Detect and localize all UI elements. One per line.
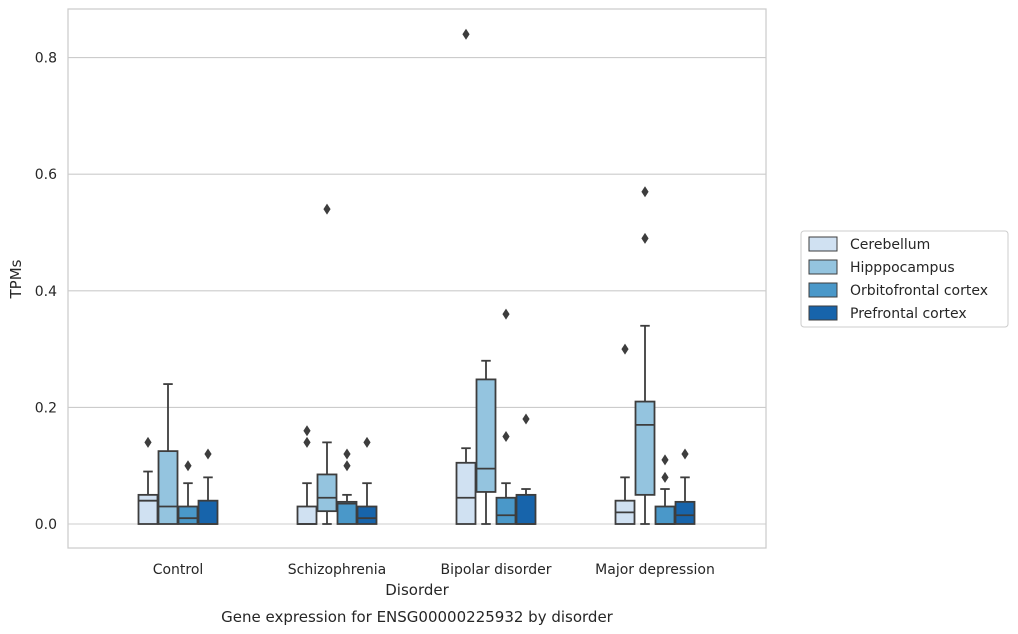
x-tick-label: Schizophrenia xyxy=(288,562,386,578)
y-tick-label: 0.4 xyxy=(35,284,57,300)
outlier-point xyxy=(661,471,669,483)
legend-swatch xyxy=(808,236,838,252)
outlier-point xyxy=(502,431,510,443)
legend-swatch xyxy=(808,259,838,275)
x-tick-label: Bipolar disorder xyxy=(440,562,551,578)
box-hipppocampus xyxy=(157,383,179,525)
box-iqr xyxy=(157,450,179,525)
box-iqr xyxy=(177,505,199,525)
box-orbitofrontal-cortex xyxy=(177,460,199,525)
x-tick-label: Major depression xyxy=(595,562,715,578)
y-tick-label: 0.8 xyxy=(35,51,57,67)
box-orbitofrontal-cortex xyxy=(495,308,517,525)
box-iqr xyxy=(356,505,378,525)
chart-caption: Gene expression for ENSG00000225932 by d… xyxy=(221,608,614,626)
box-iqr xyxy=(475,378,497,493)
box-prefrontal-cortex xyxy=(356,436,378,525)
outlier-point xyxy=(462,28,470,40)
box-iqr xyxy=(137,493,159,525)
box-cerebellum xyxy=(137,436,159,525)
box-orbitofrontal-cortex xyxy=(654,454,676,525)
outlier-point xyxy=(303,436,311,448)
outlier-point xyxy=(502,308,510,320)
outlier-point xyxy=(144,436,152,448)
box-iqr xyxy=(336,500,358,525)
legend-frame xyxy=(800,230,1009,328)
outlier-point xyxy=(363,436,371,448)
box-hipppocampus xyxy=(634,186,656,525)
box-hipppocampus xyxy=(316,203,338,525)
box-iqr xyxy=(634,400,656,496)
box-iqr xyxy=(654,505,676,525)
y-axis-title: TPMs xyxy=(7,259,25,299)
box-cerebellum xyxy=(455,28,477,525)
box-orbitofrontal-cortex xyxy=(336,448,358,525)
y-tick-label: 0.0 xyxy=(35,517,57,533)
outlier-point xyxy=(204,448,212,460)
box-prefrontal-cortex xyxy=(197,448,219,525)
y-tick-labels: 0.0 0.2 0.4 0.6 0.8 xyxy=(35,51,57,533)
y-tick-label: 0.2 xyxy=(35,400,57,416)
boxes xyxy=(137,28,696,525)
box-iqr xyxy=(674,500,696,525)
x-axis-title: Disorder xyxy=(385,581,449,599)
box-cerebellum xyxy=(614,343,636,525)
outlier-point xyxy=(343,448,351,460)
outlier-point xyxy=(323,203,331,215)
outlier-point xyxy=(522,413,530,425)
box-prefrontal-cortex xyxy=(515,413,537,525)
y-tick-label: 0.6 xyxy=(35,167,57,183)
outlier-point xyxy=(184,460,192,472)
legend-label: Cerebellum xyxy=(850,237,930,253)
outlier-point xyxy=(303,425,311,437)
legend-swatch xyxy=(808,282,838,298)
box-iqr xyxy=(515,493,537,525)
outlier-point xyxy=(641,186,649,198)
legend-label: Hipppocampus xyxy=(850,260,955,276)
box-iqr xyxy=(455,461,477,525)
legend: Cerebellum Hipppocampus Orbitofrontal cort… xyxy=(800,230,1009,328)
box-hipppocampus xyxy=(475,359,497,525)
outlier-point xyxy=(621,343,629,355)
box-cerebellum xyxy=(296,425,318,525)
plot-frame xyxy=(67,8,767,549)
outlier-point xyxy=(343,460,351,472)
box-iqr xyxy=(316,473,338,513)
outlier-point xyxy=(681,448,689,460)
x-tick-label: Control xyxy=(153,562,204,578)
legend-label: Orbitofrontal cortex xyxy=(850,283,988,299)
legend-swatch xyxy=(808,305,838,321)
outlier-point xyxy=(641,232,649,244)
box-iqr xyxy=(495,496,517,525)
x-tick-labels: Control Schizophrenia Bipolar disorder Majo… xyxy=(153,562,715,578)
box-iqr xyxy=(296,505,318,525)
outlier-point xyxy=(661,454,669,466)
box-iqr xyxy=(197,499,219,525)
box-prefrontal-cortex xyxy=(674,448,696,525)
legend-label: Prefrontal cortex xyxy=(850,306,967,322)
